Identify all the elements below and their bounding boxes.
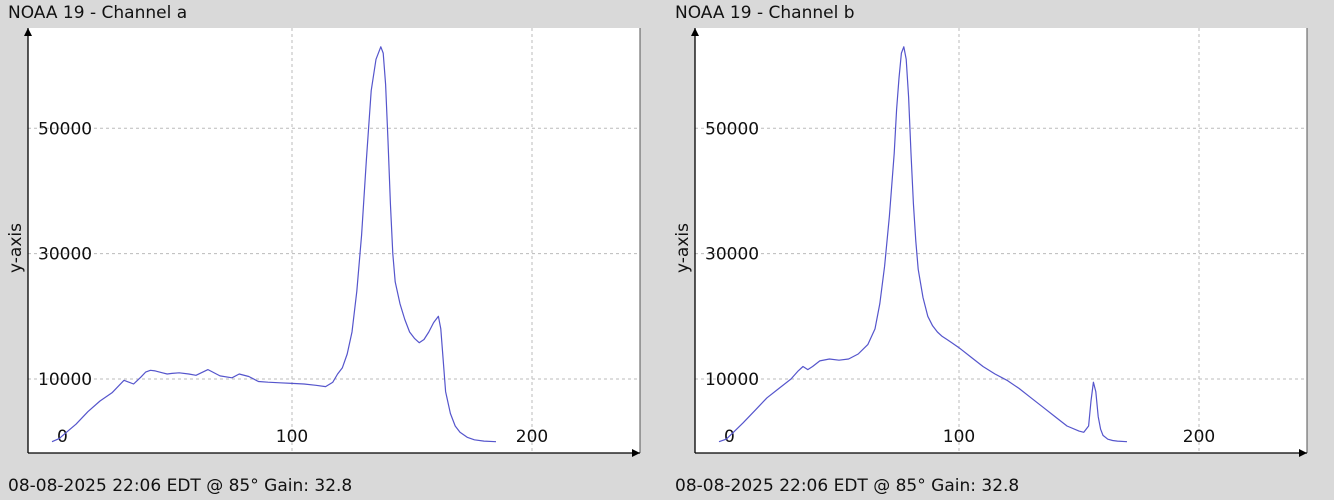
y-tick-label: 30000 [38,245,92,265]
chart-plot-channel-a: 10000 30000 50000 0 100 200 y-axis [6,28,641,457]
y-axis-label: y-axis [6,223,26,273]
plot-area [695,28,1307,453]
y-tick-label: 10000 [705,370,759,390]
x-tick-label: 200 [516,427,548,447]
series-line [718,46,1128,443]
y-tick-label: 30000 [705,245,759,265]
y-tick-label: 50000 [705,119,759,139]
chart-panel-channel-b: NOAA 19 - Channel b 10000 30000 50000 0 100 2… [667,0,1327,500]
x-tick-label: 0 [724,427,735,447]
x-tick-label: 0 [57,427,68,447]
x-tick-label: 100 [276,427,308,447]
series-line [51,46,497,443]
chart-panel-channel-a: NOAA 19 - Channel a 10000 30000 50000 0 100 2… [0,0,660,500]
y-tick-label: 10000 [38,370,92,390]
chart-plot-channel-b: 10000 30000 50000 0 100 200 y-axis [673,28,1308,457]
chart-title: NOAA 19 - Channel a [8,3,188,23]
y-axis-arrow-icon [24,28,32,36]
x-tick-label: 100 [943,427,975,447]
y-axis-arrow-icon [691,28,699,36]
chart-footer-timestamp: 08-08-2025 22:06 EDT @ 85° Gain: 32.8 [675,476,1020,496]
x-tick-label: 200 [1183,427,1215,447]
x-axis-arrow-icon [1299,449,1307,457]
chart-title: NOAA 19 - Channel b [675,3,855,23]
x-axis-arrow-icon [632,449,640,457]
y-axis-label: y-axis [673,223,693,273]
plot-area [28,28,640,453]
y-tick-label: 50000 [38,119,92,139]
chart-footer-timestamp: 08-08-2025 22:06 EDT @ 85° Gain: 32.8 [8,476,353,496]
